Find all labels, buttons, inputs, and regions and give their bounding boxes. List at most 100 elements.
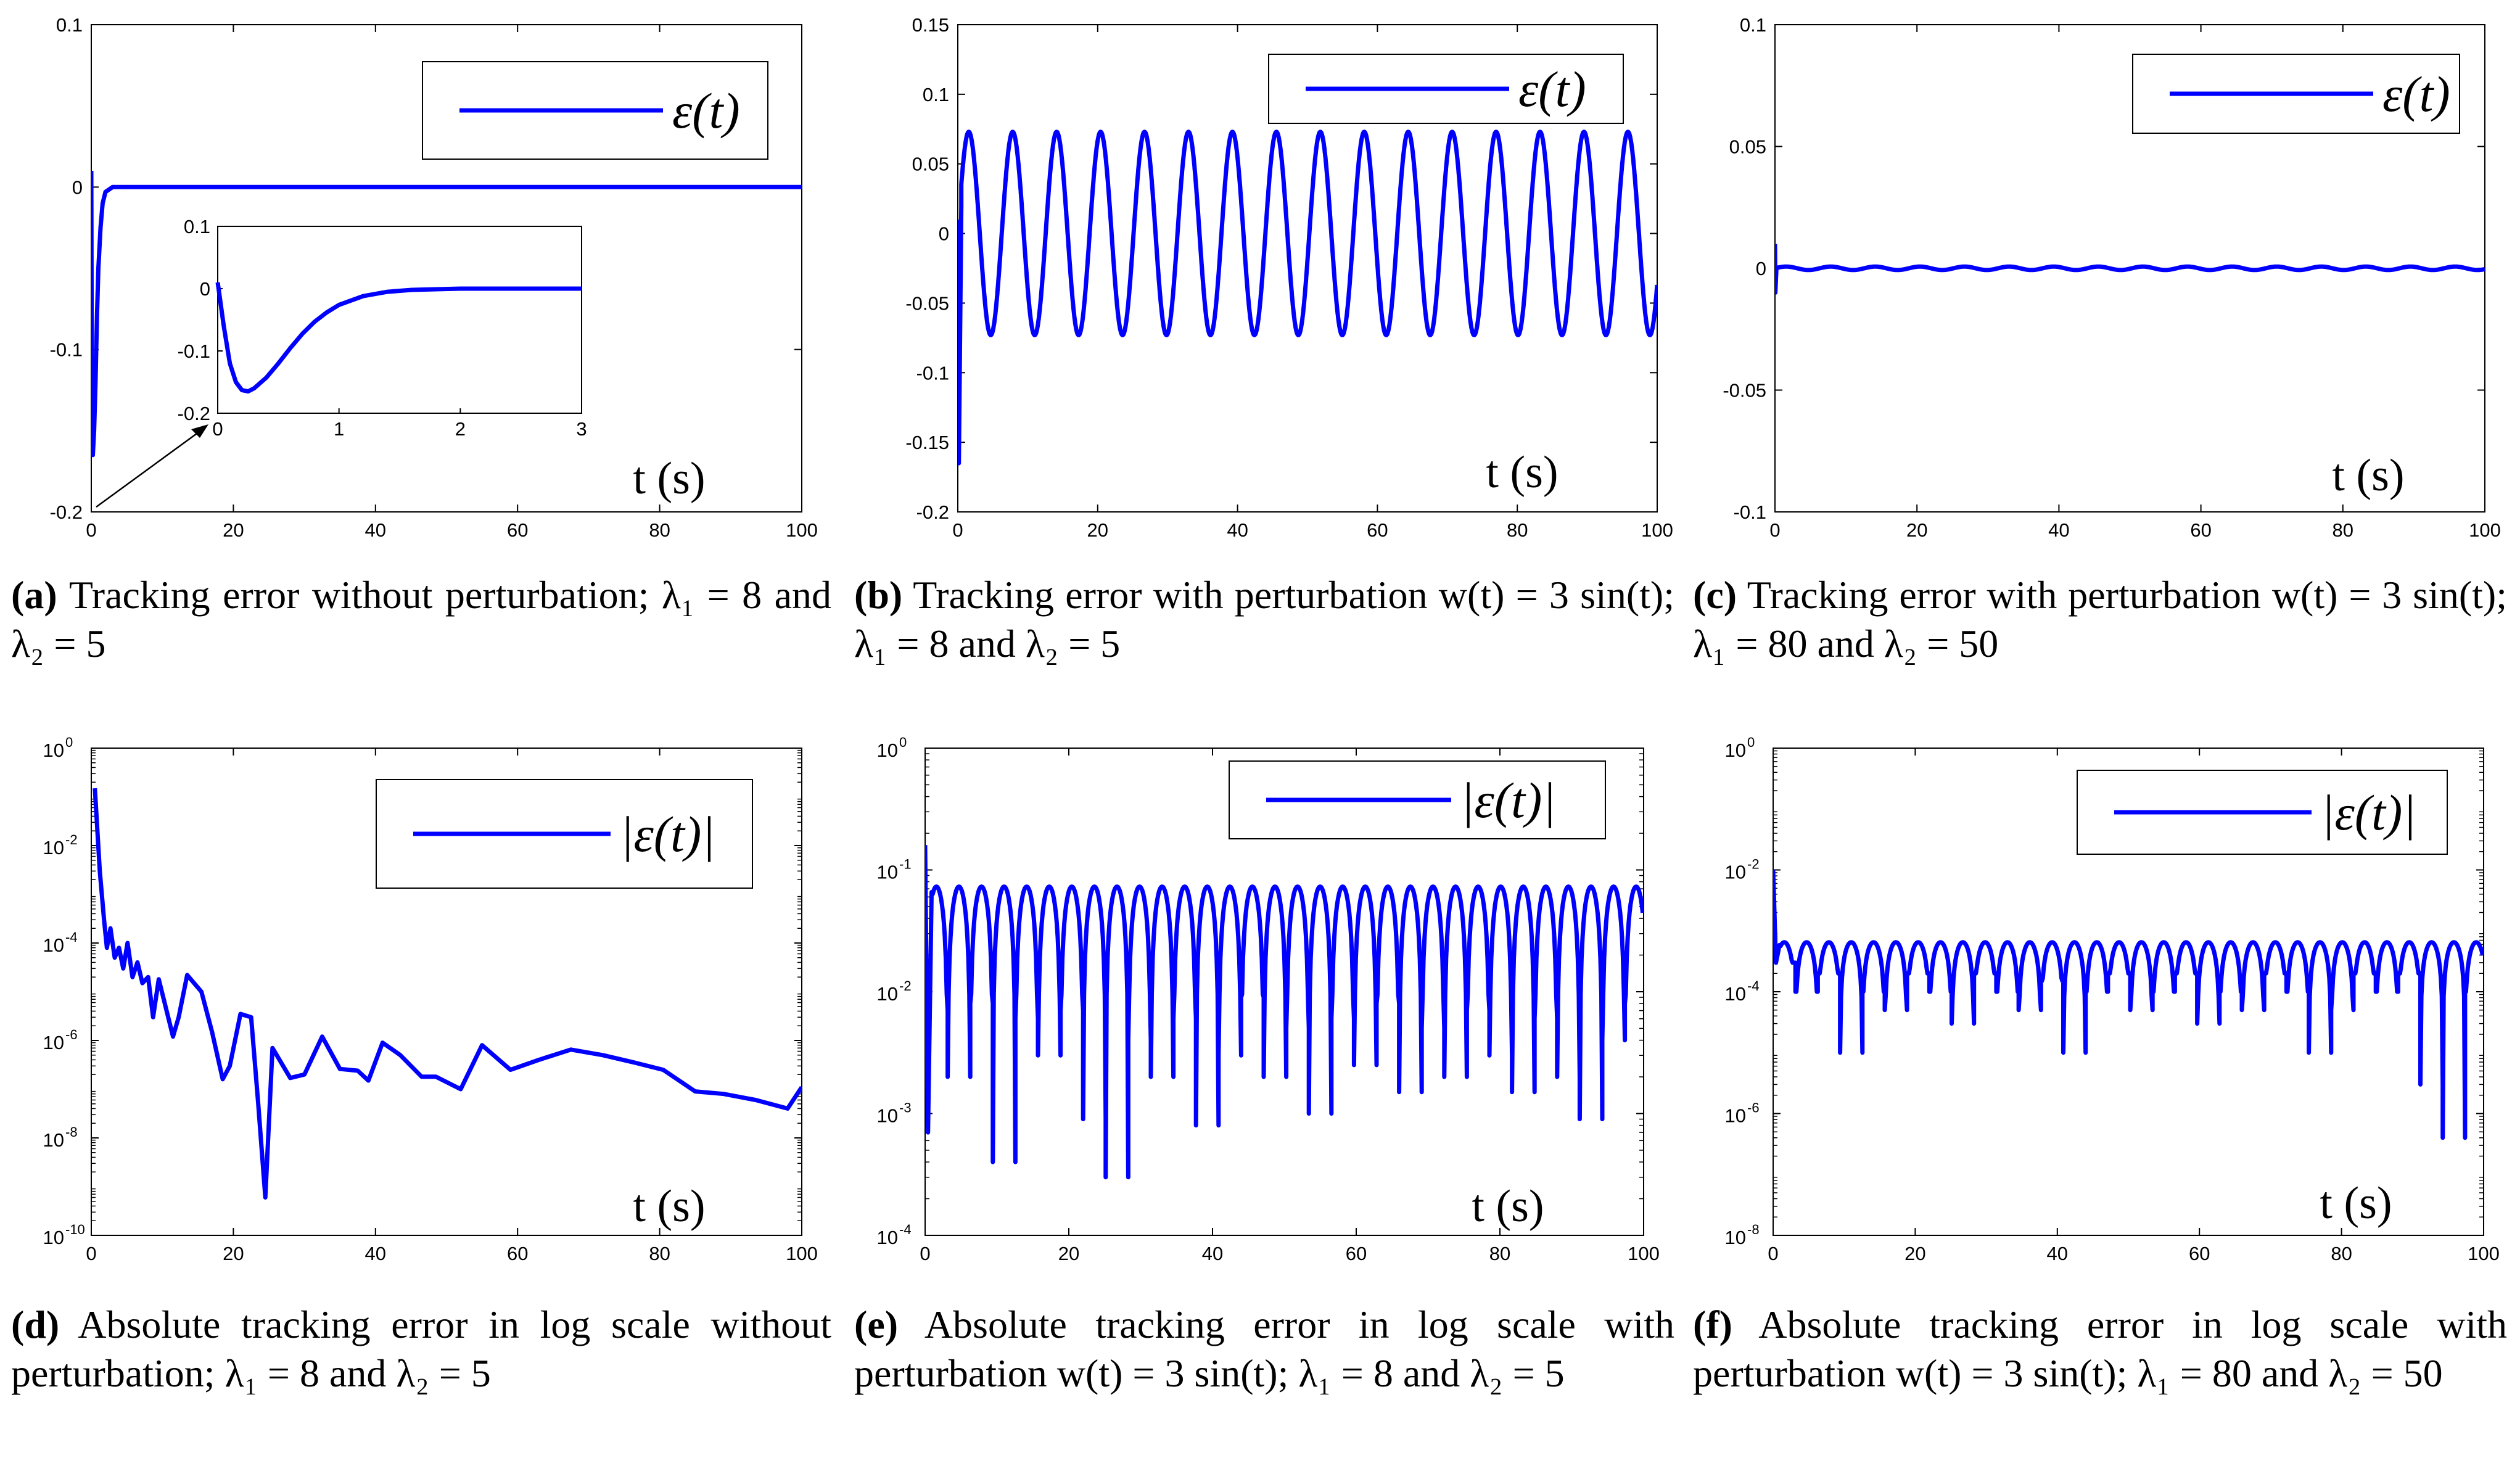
caption-e: (e) Absolute tracking error in log scale… (854, 1300, 1674, 1398)
x-tick-label: 20 (1058, 1243, 1079, 1264)
series-line (91, 170, 802, 458)
y-tick-label: 10 (43, 739, 64, 761)
x-tick-label: 60 (2190, 519, 2211, 541)
x-axis-label: t (s) (2320, 1178, 2392, 1229)
y-tick-exponent: -4 (899, 1222, 912, 1237)
y-tick-label: 0.1 (56, 14, 83, 36)
x-tick-label: 40 (2048, 519, 2069, 541)
y-tick-label: 10 (43, 837, 64, 859)
y-tick-exponent: -1 (899, 857, 912, 872)
x-tick-label: 80 (649, 1243, 670, 1264)
y-tick-exponent: 0 (65, 735, 73, 750)
caption-a: (a) Tracking error without perturbation;… (11, 570, 831, 668)
x-tick-label: 80 (649, 519, 670, 541)
y-tick-label: -0.1 (1734, 501, 1766, 523)
x-tick-label: 100 (786, 519, 818, 541)
x-tick-label: 20 (223, 1243, 244, 1264)
x-tick-label: 40 (365, 519, 386, 541)
caption-d: (d) Absolute tracking error in log scale… (11, 1300, 831, 1398)
y-tick-label: -0.05 (905, 292, 949, 314)
inset-series-line (215, 282, 582, 394)
x-tick-label: 100 (1628, 1243, 1660, 1264)
caption-c: (c) Tracking error with perturbation w(t… (1693, 570, 2507, 668)
series-line (1775, 244, 2485, 295)
inset-y-tick-label: -0.2 (178, 403, 210, 424)
x-axis-label: t (s) (1486, 447, 1558, 498)
caption-b: (b) Tracking error with perturbation w(t… (854, 570, 1674, 668)
x-axis-label: t (s) (633, 1181, 705, 1232)
y-tick-exponent: -2 (899, 978, 912, 994)
inset-y-tick-label: 0 (200, 278, 210, 300)
y-tick-label: 0 (1756, 258, 1766, 279)
y-tick-label: 10 (877, 739, 898, 761)
y-tick-label: 10 (1725, 739, 1746, 761)
plot-frame (91, 748, 802, 1236)
x-axis-label: t (s) (633, 453, 705, 504)
y-tick-label: 10 (877, 862, 898, 883)
x-tick-label: 0 (952, 519, 963, 541)
x-tick-label: 0 (86, 519, 96, 541)
y-tick-label: -0.1 (916, 362, 949, 384)
y-tick-label: 0.05 (1729, 136, 1766, 158)
y-tick-exponent: -6 (1747, 1100, 1760, 1116)
x-tick-label: 60 (507, 1243, 528, 1264)
series-line (958, 130, 1657, 466)
caption-d-text: Absolute tracking error in log scale wit… (11, 1303, 831, 1395)
x-tick-label: 20 (1087, 519, 1108, 541)
caption-f: (f) Absolute tracking error in log scale… (1693, 1300, 2507, 1398)
y-tick-label: -0.1 (50, 339, 83, 361)
x-tick-label: 0 (86, 1243, 96, 1264)
y-tick-exponent: -4 (65, 929, 78, 945)
x-axis-label: t (s) (2332, 450, 2404, 501)
legend-label: ε(t) (672, 83, 740, 139)
legend-label: ε(t) (2382, 66, 2450, 122)
y-tick-label: 10 (43, 1032, 64, 1053)
legend-label: |ε(t)| (1460, 772, 1556, 828)
inset-x-tick-label: 2 (455, 418, 466, 440)
x-tick-label: 100 (2468, 1243, 2500, 1264)
y-tick-label: 0.1 (923, 84, 949, 105)
x-tick-label: 60 (507, 519, 528, 541)
y-tick-exponent: -2 (65, 832, 78, 847)
y-tick-exponent: -2 (1747, 857, 1760, 872)
y-tick-exponent: -3 (899, 1100, 912, 1116)
x-tick-label: 80 (1507, 519, 1528, 541)
caption-c-text: Tracking error with perturbation w(t) = … (1693, 573, 2507, 665)
caption-f-text: Absolute tracking error in log scale wit… (1693, 1303, 2508, 1395)
inset-y-tick-label: -0.1 (178, 340, 210, 362)
x-tick-label: 100 (2469, 519, 2501, 541)
y-tick-exponent: -8 (65, 1124, 78, 1140)
y-tick-label: 10 (1725, 862, 1746, 883)
inset-plot: 0 1 2 3 -0.2 -0.1 0 0.1 (96, 216, 587, 508)
y-tick-label: 0 (72, 176, 83, 198)
x-tick-label: 0 (1769, 519, 1780, 541)
legend-label: ε(t) (1518, 61, 1586, 117)
x-tick-label: 100 (1641, 519, 1673, 541)
y-tick-label: 10 (1725, 983, 1746, 1005)
y-tick-label: 0.05 (912, 154, 949, 175)
y-tick-label: -0.15 (905, 432, 949, 453)
x-tick-label: 40 (365, 1243, 386, 1264)
caption-d-letter: (d) (11, 1303, 60, 1346)
y-tick-label: -0.2 (916, 501, 949, 523)
y-tick-label: 10 (43, 1129, 64, 1151)
caption-a-letter: (a) (11, 573, 57, 617)
x-tick-label: 100 (786, 1243, 818, 1264)
inset-x-tick-label: 0 (212, 418, 223, 440)
legend-label: |ε(t)| (620, 806, 715, 862)
y-tick-label: 10 (1725, 1227, 1746, 1248)
chart-panel-b: 0 20 40 60 80 100 -0.2 -0.15 -0.1 -0.05 0 0.05 0.1 0.… (905, 14, 1673, 541)
y-tick-exponent: -6 (65, 1027, 78, 1042)
x-tick-label: 20 (1904, 1243, 1925, 1264)
y-tick-exponent: 0 (899, 735, 907, 750)
inset-y-tick-label: 0.1 (184, 216, 210, 237)
inset-arrow-head (191, 424, 208, 438)
inset-arrow-line (96, 427, 204, 508)
x-tick-label: 80 (2331, 1243, 2352, 1264)
x-tick-label: 20 (1906, 519, 1927, 541)
caption-e-letter: (e) (854, 1303, 899, 1346)
x-tick-label: 80 (1489, 1243, 1510, 1264)
